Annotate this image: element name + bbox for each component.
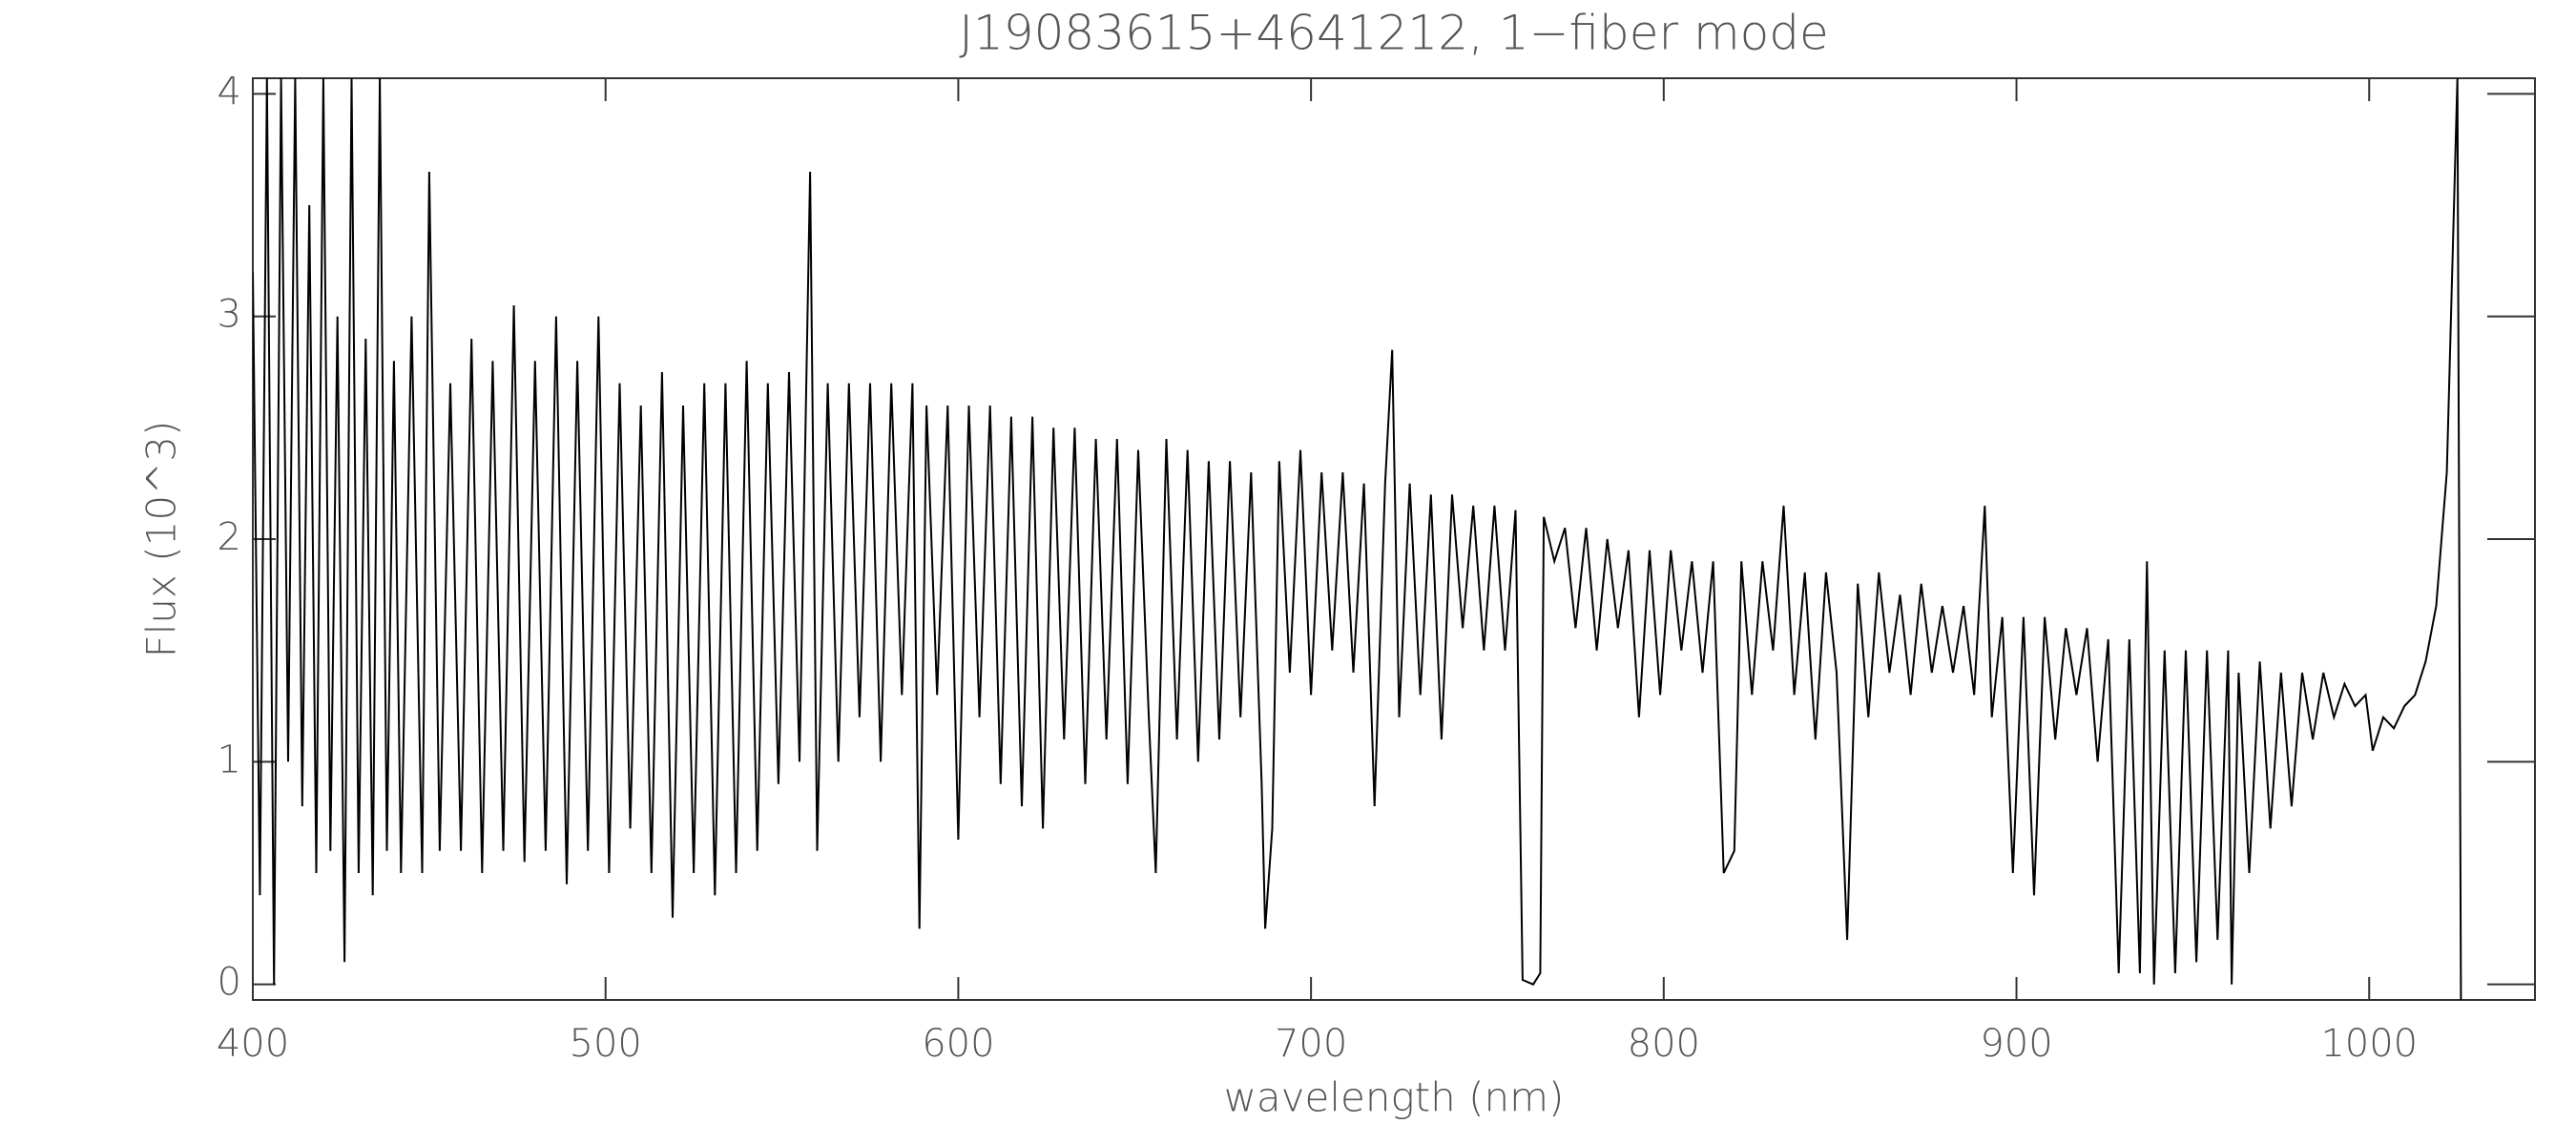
x-tick-label: 600 [922, 1022, 994, 1066]
x-tick-label: 1000 [2320, 1022, 2418, 1066]
y-axis-title: Flux (10^3) [138, 421, 185, 658]
y-tick-label: 4 [218, 70, 241, 114]
y-tick-label: 3 [218, 293, 241, 337]
x-tick-label: 500 [570, 1022, 642, 1066]
y-tick-label: 0 [218, 961, 241, 1005]
x-tick-label: 900 [1980, 1022, 2052, 1066]
y-tick-label: 1 [218, 738, 241, 781]
plot-area [253, 78, 2462, 1000]
x-axis-title: wavelength (nm) [1224, 1074, 1565, 1121]
chart-title: J19083615+4641212, 1−fiber mode [959, 6, 1829, 61]
x-tick-label: 700 [1275, 1022, 1347, 1066]
x-tick-label: 400 [217, 1022, 289, 1066]
y-tick-label: 2 [218, 515, 241, 559]
x-tick-label: 800 [1628, 1022, 1700, 1066]
spectrum-line [253, 78, 2462, 1000]
